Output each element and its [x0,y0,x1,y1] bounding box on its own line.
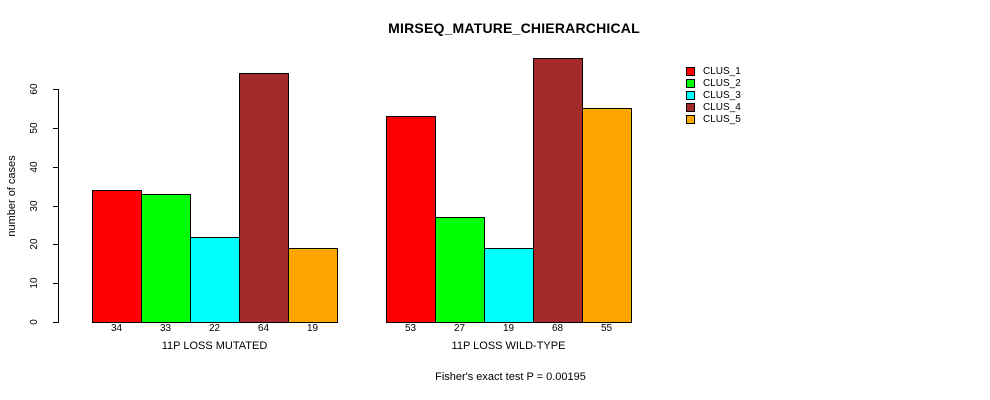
bar-value-label: 33 [159,323,172,334]
legend-label: CLUS_1 [703,66,741,77]
y-axis-line [58,89,59,323]
bar-value-label: 22 [208,323,221,334]
bar-clus_1-group2 [386,116,436,323]
y-tick-label: 0 [29,319,40,325]
y-tick [53,206,58,207]
bar-clus_4-group1 [239,73,289,323]
y-tick-label: 40 [29,161,40,173]
bar-clus_4-group2 [533,58,583,323]
y-tick-label: 50 [29,122,40,134]
bar-value-label: 64 [257,323,270,334]
legend-label: CLUS_2 [703,78,741,89]
bar-clus_3-group2 [484,248,534,323]
y-tick-label: 30 [29,200,40,212]
bar-clus_2-group1 [141,194,191,323]
bar-clus_5-group2 [582,108,632,323]
legend-swatch-clus_2 [686,79,695,88]
y-tick [53,322,58,323]
y-tick-label: 60 [29,83,40,95]
bar-value-label: 55 [600,323,613,334]
chart-title: MIRSEQ_MATURE_CHIERARCHICAL [388,20,640,36]
legend-swatch-clus_5 [686,115,695,124]
legend-swatch-clus_3 [686,91,695,100]
y-tick [53,128,58,129]
y-axis-label: number of cases [6,155,18,237]
legend-swatch-clus_1 [686,67,695,76]
bar-value-label: 19 [306,323,319,334]
legend-label: CLUS_4 [703,102,741,113]
bar-clus_3-group1 [190,237,240,323]
legend-label: CLUS_3 [703,90,741,101]
bar-value-label: 53 [404,323,417,334]
bar-clus_1-group1 [92,190,142,323]
group-label: 11P LOSS MUTATED [161,340,268,352]
y-tick [53,283,58,284]
annotation-text: Fisher's exact test P = 0.00195 [435,371,586,383]
bar-clus_5-group1 [288,248,338,323]
y-tick [53,89,58,90]
y-tick-label: 20 [29,238,40,250]
bar-value-label: 34 [110,323,123,334]
y-tick-label: 10 [29,277,40,289]
group-label: 11P LOSS WILD-TYPE [451,340,566,352]
bar-value-label: 27 [453,323,466,334]
bar-value-label: 68 [551,323,564,334]
y-tick [53,244,58,245]
bar-clus_2-group2 [435,217,485,323]
bar-value-label: 19 [502,323,515,334]
legend-label: CLUS_5 [703,114,741,125]
legend-swatch-clus_4 [686,103,695,112]
y-tick [53,167,58,168]
